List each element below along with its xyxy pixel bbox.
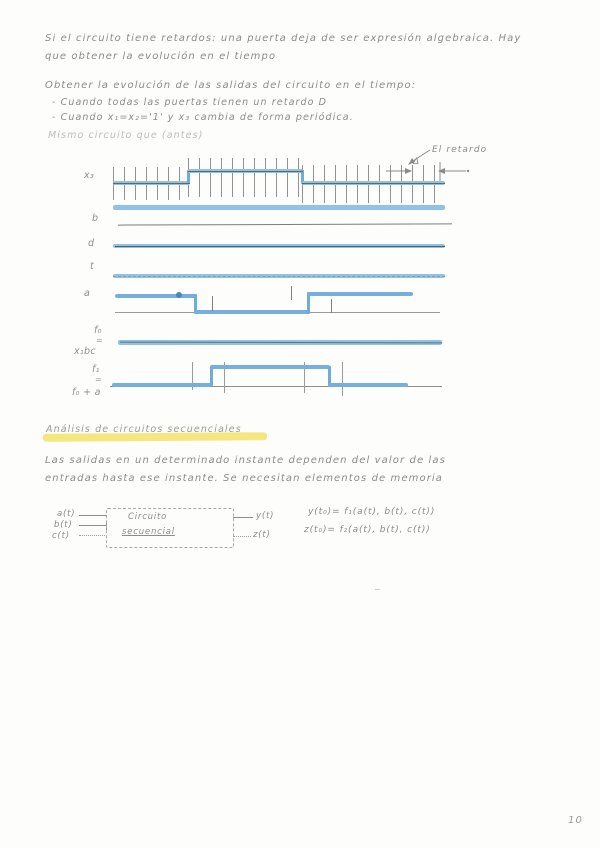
- f1-equals: =: [95, 375, 103, 384]
- input-label-a: a(t): [57, 509, 76, 519]
- output-wire-y: [233, 517, 253, 518]
- f1-pencil-tick: [224, 362, 225, 393]
- a-waveform-rising-edge: [307, 292, 310, 314]
- b-waveform: [117, 223, 453, 226]
- output-wire-z: [233, 536, 251, 537]
- output-label-z: z(t): [253, 530, 271, 540]
- a-waveform-dot: [176, 292, 182, 298]
- intro-bullet-1: - Cuando todas las puertas tienen un ret…: [52, 97, 328, 108]
- a-waveform-falling-edge: [194, 294, 197, 314]
- signal-label-t: t: [90, 261, 95, 272]
- f1-expression: f₀ + a: [72, 387, 101, 398]
- x3-pencil-trace: [302, 183, 445, 184]
- sequential-circuit-box: [106, 508, 234, 548]
- stray-mark: [375, 589, 380, 590]
- signal-label-d: d: [88, 238, 95, 249]
- intro-note: Mismo circuito que (antes): [48, 130, 204, 141]
- signal-label-f0: f₀: [94, 325, 102, 336]
- body-line-2: entradas hasta ese instante. Se necesita…: [45, 473, 444, 484]
- signal-label-b: b: [92, 213, 99, 224]
- input-wire-a: [79, 515, 107, 516]
- page-number: 10: [568, 815, 583, 826]
- delta-symbol: Δ: [413, 157, 421, 167]
- input-label-c: c(t): [52, 531, 70, 541]
- signal-label-f1: f₁: [92, 364, 100, 375]
- equation-y: y(t₀)= f₁(a(t), b(t), c(t)): [308, 507, 436, 517]
- f1-waveform-high: [210, 365, 330, 369]
- a-waveform-high: [115, 294, 197, 298]
- f1-pencil-baseline: [110, 386, 442, 387]
- intro-line-1: Si el circuito tiene retardos: una puert…: [45, 33, 522, 44]
- x3-tick-band-middle: [188, 158, 302, 197]
- f1-waveform-low: [112, 383, 212, 387]
- x3-waveform-edge: [301, 170, 304, 184]
- box-label-line-2: secuencial: [122, 527, 175, 537]
- f1-waveform-low: [328, 383, 408, 387]
- intro-line-2: que obtener la evolución en el tiempo: [45, 51, 277, 62]
- signal-label-a: a: [84, 288, 91, 299]
- delay-annotation-label: El retardo: [432, 145, 488, 155]
- equation-z: z(t₀)= f₂(a(t), b(t), c(t)): [304, 525, 431, 535]
- f1-pencil-tick: [304, 362, 305, 393]
- output-label-y: y(t): [256, 511, 275, 521]
- x3-waveform-edge: [187, 170, 190, 184]
- input-label-b: b(t): [54, 520, 73, 530]
- a-pencil-tick: [212, 296, 213, 311]
- d-pencil-trace: [115, 246, 445, 247]
- box-label-line-1: Circuito: [128, 512, 168, 522]
- x3-pencil-trace: [113, 183, 190, 184]
- a-pencil-tick: [291, 286, 292, 300]
- input-wire-c: [79, 535, 105, 536]
- a-waveform-high: [307, 292, 413, 296]
- intro-bullet-2: - Cuando x₁=x₂='1' y x₃ cambia de forma …: [52, 112, 354, 123]
- f1-waveform-rising-edge: [210, 366, 213, 386]
- section-title: Análisis de circuitos secuenciales: [46, 424, 242, 435]
- intro-line-3: Obtener la evolución de las salidas del …: [45, 80, 417, 91]
- t-pencil-trace: [113, 276, 445, 277]
- a-pencil-tick: [331, 299, 332, 313]
- f1-pencil-tick: [342, 362, 343, 396]
- x3-pencil-trace: [188, 171, 303, 172]
- input-wire-b: [79, 525, 107, 526]
- f0-expression: x₁bc: [74, 346, 96, 357]
- f0-equals: =: [96, 336, 104, 345]
- body-line-1: Las salidas en un determinado instante d…: [45, 455, 446, 466]
- x3-row-highlight-line: [113, 205, 445, 210]
- f1-pencil-tick: [192, 362, 193, 390]
- signal-label-x3: x₃: [84, 170, 95, 181]
- f1-waveform-falling-edge: [328, 366, 331, 386]
- a-waveform-low: [194, 310, 309, 314]
